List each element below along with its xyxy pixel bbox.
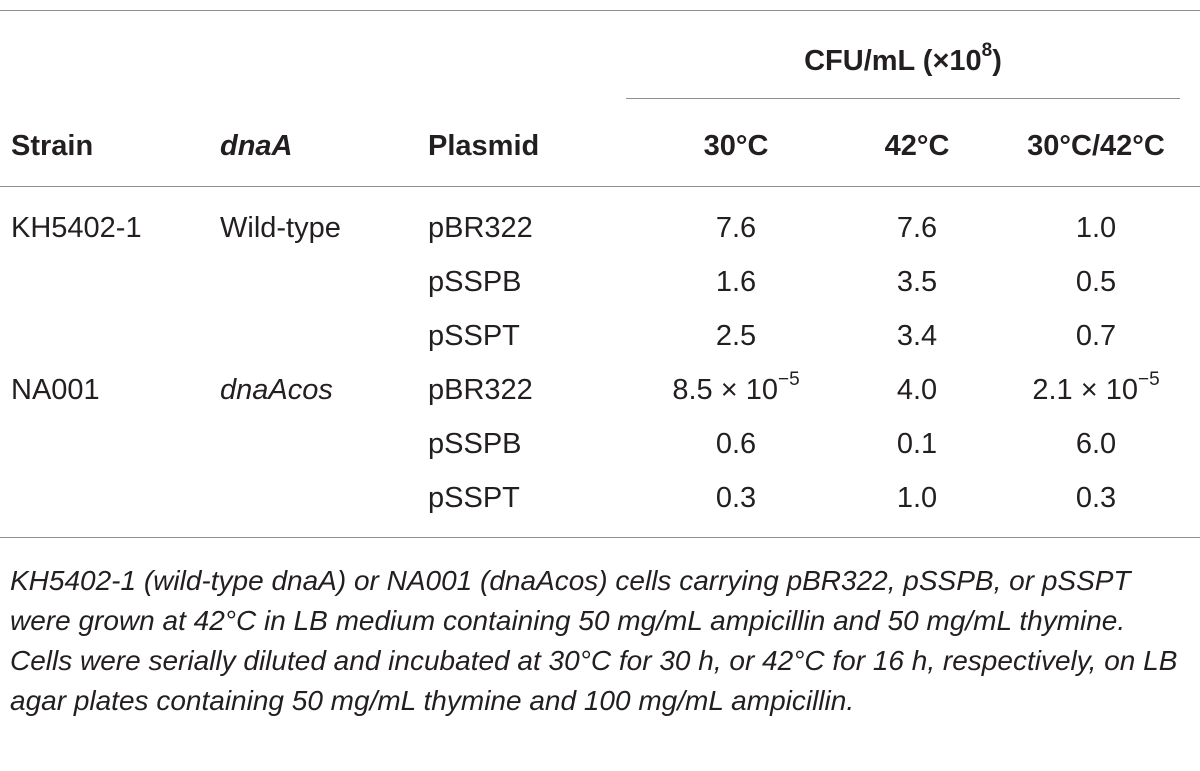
table-cell-30c: 0.3 [715, 482, 757, 514]
table-cell-30c: 7.6 [715, 212, 757, 244]
table-caption: KH5402-1 (wild-type dnaA) or NA001 (dnaA… [10, 565, 1178, 716]
table-cell-42c: 7.6 [896, 212, 938, 244]
table-cell-dnaa: dnaAcos [220, 374, 333, 406]
table-cell-ratio: 1.0 [1075, 212, 1117, 244]
table-cell-ratio: 0.5 [1075, 266, 1117, 298]
cfu-group-rule [626, 98, 1180, 99]
column-header-plasmid: Plasmid [428, 130, 540, 162]
table-cell-plasmid: pSSPB [428, 266, 522, 298]
table-cell-plasmid: pSSPB [428, 428, 522, 460]
results-table: CFU/mL (×108) Strain dnaA Plasmid 30°C 4… [0, 10, 1200, 538]
table-cell-42c: 0.1 [896, 428, 938, 460]
table-cell-30c: 0.6 [715, 428, 757, 460]
table-cell-plasmid: pBR322 [428, 212, 533, 244]
table-top-rule [0, 10, 1200, 11]
table-cell-ratio: 0.3 [1075, 482, 1117, 514]
header-rule [0, 186, 1200, 187]
table-cell-dnaa: Wild-type [220, 212, 341, 244]
column-header-ratio: 30°C/42°C [1027, 130, 1165, 162]
table-cell-42c: 3.4 [896, 320, 938, 352]
table-cell-30c: 2.5 [715, 320, 757, 352]
table-cell-ratio: 2.1 × 10−5 [1032, 369, 1160, 406]
table-cell-strain: KH5402-1 [11, 212, 142, 244]
table-cell-30c: 8.5 × 10−5 [672, 369, 800, 406]
table-cell-plasmid: pSSPT [428, 482, 520, 514]
table-cell-42c: 1.0 [896, 482, 938, 514]
table-cell-ratio: 6.0 [1075, 428, 1117, 460]
table-cell-42c: 3.5 [896, 266, 938, 298]
table-cell-30c: 1.6 [715, 266, 757, 298]
cfu-group-header: CFU/mL (×108) [804, 40, 1002, 77]
table-cell-plasmid: pBR322 [428, 374, 533, 406]
column-header-strain: Strain [11, 130, 94, 162]
table-cell-strain: NA001 [11, 374, 100, 406]
table-cell-42c: 4.0 [896, 374, 938, 406]
column-header-30c: 30°C [703, 130, 769, 162]
table-cell-ratio: 0.7 [1075, 320, 1117, 352]
table-cell-plasmid: pSSPT [428, 320, 520, 352]
table-bottom-rule [0, 537, 1200, 538]
column-header-dnaa: dnaA [220, 130, 293, 162]
column-header-42c: 42°C [884, 130, 950, 162]
